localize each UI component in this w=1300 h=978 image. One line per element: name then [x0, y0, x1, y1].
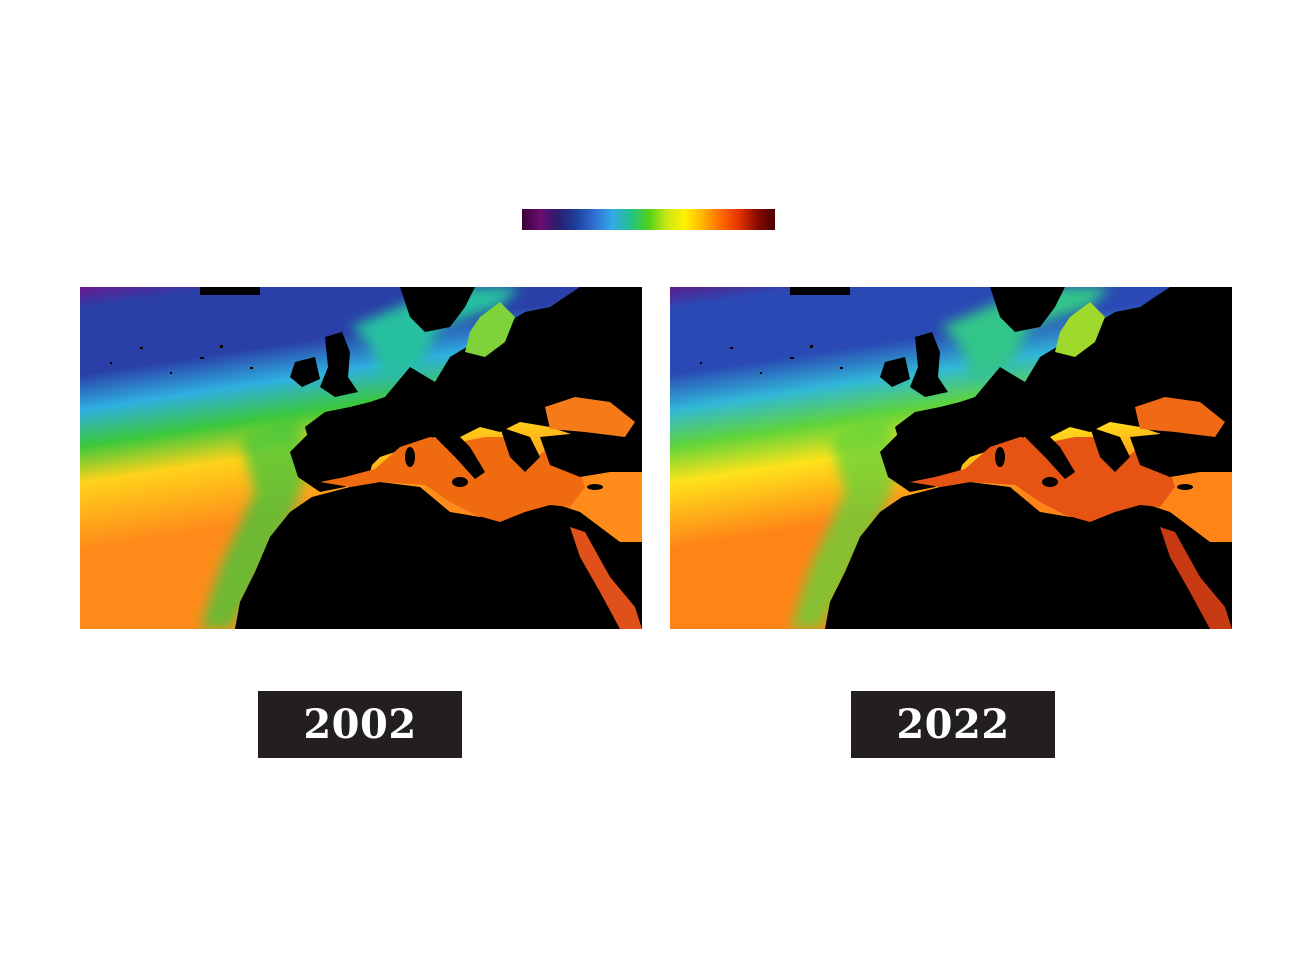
north-sea [940, 287, 1110, 382]
europe-landmass [305, 287, 642, 482]
balkans [1090, 427, 1130, 472]
sicily [452, 477, 468, 487]
balkans [500, 427, 540, 472]
sst-map-2022 [670, 287, 1232, 629]
anatolia [1130, 432, 1232, 477]
color-scale-bar [522, 209, 775, 230]
sicily [1042, 477, 1058, 487]
italy [1020, 422, 1075, 479]
coastal-band [790, 417, 900, 629]
scandinavia [400, 287, 475, 332]
black-sea [545, 397, 635, 437]
map-graphic [670, 287, 1232, 629]
cyprus [587, 484, 603, 490]
italy [430, 422, 485, 479]
coastal-band [200, 417, 310, 629]
great-britain [910, 332, 948, 397]
baltic-sea [465, 302, 515, 357]
great-britain [320, 332, 358, 397]
cyprus [1177, 484, 1193, 490]
cloud-gaps [110, 287, 260, 374]
ireland [290, 357, 320, 387]
scandinavia [990, 287, 1065, 332]
red-sea [570, 527, 642, 629]
map-graphic [80, 287, 642, 629]
anatolia [540, 432, 642, 477]
black-sea [1135, 397, 1225, 437]
cloud-gaps [700, 287, 850, 374]
europe-landmass [895, 287, 1232, 482]
africa-landmass [235, 482, 642, 629]
red-sea [1160, 527, 1232, 629]
sardinia [995, 447, 1005, 467]
year-label-2022: 2022 [851, 691, 1055, 758]
sst-map-2002 [80, 287, 642, 629]
north-sea [350, 287, 520, 382]
year-label-text: 2022 [896, 701, 1010, 748]
year-label-text: 2002 [303, 701, 417, 748]
year-label-2002: 2002 [258, 691, 462, 758]
ireland [880, 357, 910, 387]
africa-landmass [825, 482, 1232, 629]
baltic-sea [1055, 302, 1105, 357]
sardinia [405, 447, 415, 467]
